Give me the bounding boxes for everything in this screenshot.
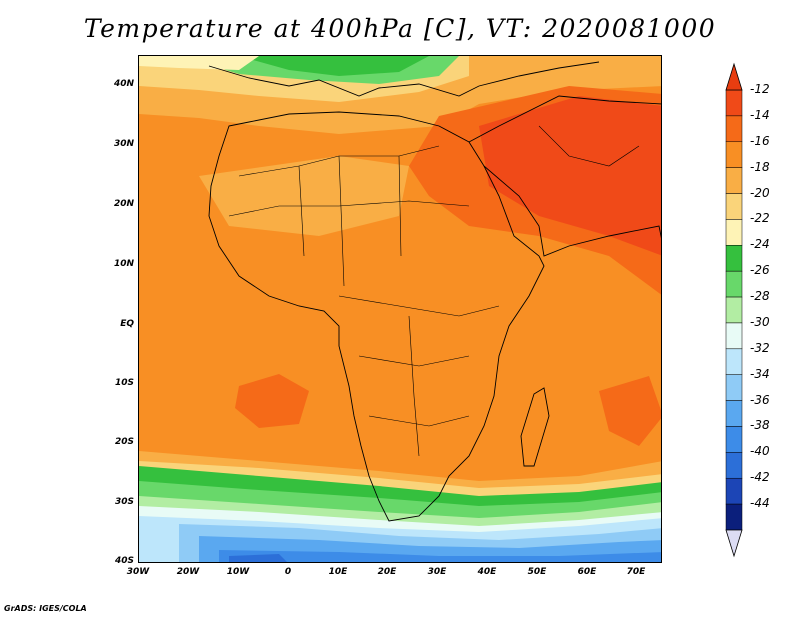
colorbar-over-triangle bbox=[725, 62, 743, 91]
field-hot-arabia bbox=[479, 96, 661, 256]
colorbar-label: -26 bbox=[750, 263, 770, 278]
colorbar-cell bbox=[725, 348, 743, 375]
lon-tick-label: 30E bbox=[427, 567, 447, 577]
colorbar-cell bbox=[725, 270, 743, 298]
map-title: Temperature at 400hPa [C], VT: 202008100… bbox=[83, 14, 717, 43]
lon-tick-label: 10W bbox=[226, 567, 250, 577]
field-pale-northwest bbox=[139, 56, 259, 70]
colorbar-label: -44 bbox=[750, 496, 770, 511]
field-green-europe-core bbox=[239, 56, 429, 76]
colorbar-cell bbox=[725, 193, 743, 220]
coastline-madagascar bbox=[520, 387, 550, 467]
lat-tick-label: EQ bbox=[120, 319, 134, 329]
colorbar-label: -38 bbox=[750, 418, 770, 433]
colorbar-label: -24 bbox=[750, 237, 770, 252]
coastline-arabia bbox=[468, 95, 661, 257]
lat-tick-label: 40S bbox=[114, 556, 134, 566]
temperature-field bbox=[139, 56, 661, 562]
field-sahara bbox=[199, 156, 409, 236]
colorbar bbox=[725, 62, 743, 558]
colorbar-cell bbox=[725, 477, 743, 505]
colorbar-label: -28 bbox=[750, 289, 770, 304]
colorbar-cell bbox=[725, 452, 743, 479]
lat-tick-label: 10N bbox=[113, 259, 134, 269]
field-warm-patch-atlantic bbox=[235, 374, 309, 428]
border-sahel bbox=[228, 200, 470, 217]
lon-tick-label: 40E bbox=[477, 567, 497, 577]
credit-text: GrADS: IGES/COLA bbox=[4, 604, 87, 613]
colorbar-label: -36 bbox=[750, 392, 770, 407]
colorbar-cells bbox=[725, 89, 743, 531]
lon-tick-label: 30W bbox=[126, 567, 150, 577]
field-warm-patch-indian bbox=[599, 376, 661, 446]
colorbar-cell bbox=[725, 219, 743, 246]
lon-tick-label: 0 bbox=[284, 567, 292, 577]
coastline-europe bbox=[208, 61, 600, 97]
lat-tick-label: 20N bbox=[113, 199, 134, 209]
colorbar-cell bbox=[725, 296, 743, 324]
border-middle-east bbox=[538, 125, 640, 167]
colorbar-cell bbox=[725, 89, 743, 117]
colorbar-label: -40 bbox=[750, 444, 770, 459]
lon-tick-label: 50E bbox=[527, 567, 547, 577]
lat-tick-label: 30N bbox=[113, 139, 134, 149]
colorbar-label: -32 bbox=[750, 340, 770, 355]
lon-tick-label: 20W bbox=[176, 567, 200, 577]
colorbar-cell bbox=[725, 374, 743, 401]
colorbar-label: -22 bbox=[750, 211, 770, 226]
colorbar-label: -18 bbox=[750, 159, 770, 174]
border-central bbox=[338, 295, 500, 317]
lat-tick-label: 40N bbox=[113, 79, 134, 89]
lat-tick-label: 20S bbox=[114, 437, 134, 447]
colorbar-cell bbox=[725, 322, 743, 350]
colorbar-cell bbox=[725, 400, 743, 427]
border-central-south bbox=[408, 315, 420, 457]
colorbar-label: -34 bbox=[750, 366, 770, 381]
lon-tick-label: 60E bbox=[577, 567, 597, 577]
lon-tick-label: 20E bbox=[377, 567, 397, 577]
colorbar-label: -20 bbox=[750, 185, 770, 200]
colorbar-label: -12 bbox=[750, 82, 770, 96]
colorbar-cell bbox=[725, 115, 743, 143]
field-band-south-10 bbox=[219, 550, 661, 562]
colorbar-cell bbox=[725, 141, 743, 168]
coastlines bbox=[208, 61, 661, 522]
colorbar-under-triangle bbox=[725, 529, 743, 558]
country-borders bbox=[228, 125, 640, 457]
border-southern bbox=[358, 355, 470, 427]
lon-tick-label: 10E bbox=[328, 567, 348, 577]
border-meridional bbox=[298, 155, 402, 287]
colorbar-cell bbox=[725, 167, 743, 194]
colorbar-label: -30 bbox=[750, 314, 770, 329]
lon-tick-label: 70E bbox=[626, 567, 646, 577]
lat-tick-label: 30S bbox=[114, 497, 134, 507]
lat-tick-label: 10S bbox=[114, 378, 134, 388]
colorbar-label: -42 bbox=[750, 470, 770, 485]
colorbar-cell bbox=[725, 503, 743, 531]
map-panel[interactable] bbox=[138, 55, 662, 563]
colorbar-label: -16 bbox=[750, 133, 770, 148]
field-band-south-11 bbox=[229, 554, 287, 562]
coastline-africa bbox=[208, 111, 545, 522]
colorbar-label: -14 bbox=[750, 107, 770, 122]
colorbar-cell bbox=[725, 426, 743, 453]
colorbar-cell bbox=[725, 245, 743, 272]
